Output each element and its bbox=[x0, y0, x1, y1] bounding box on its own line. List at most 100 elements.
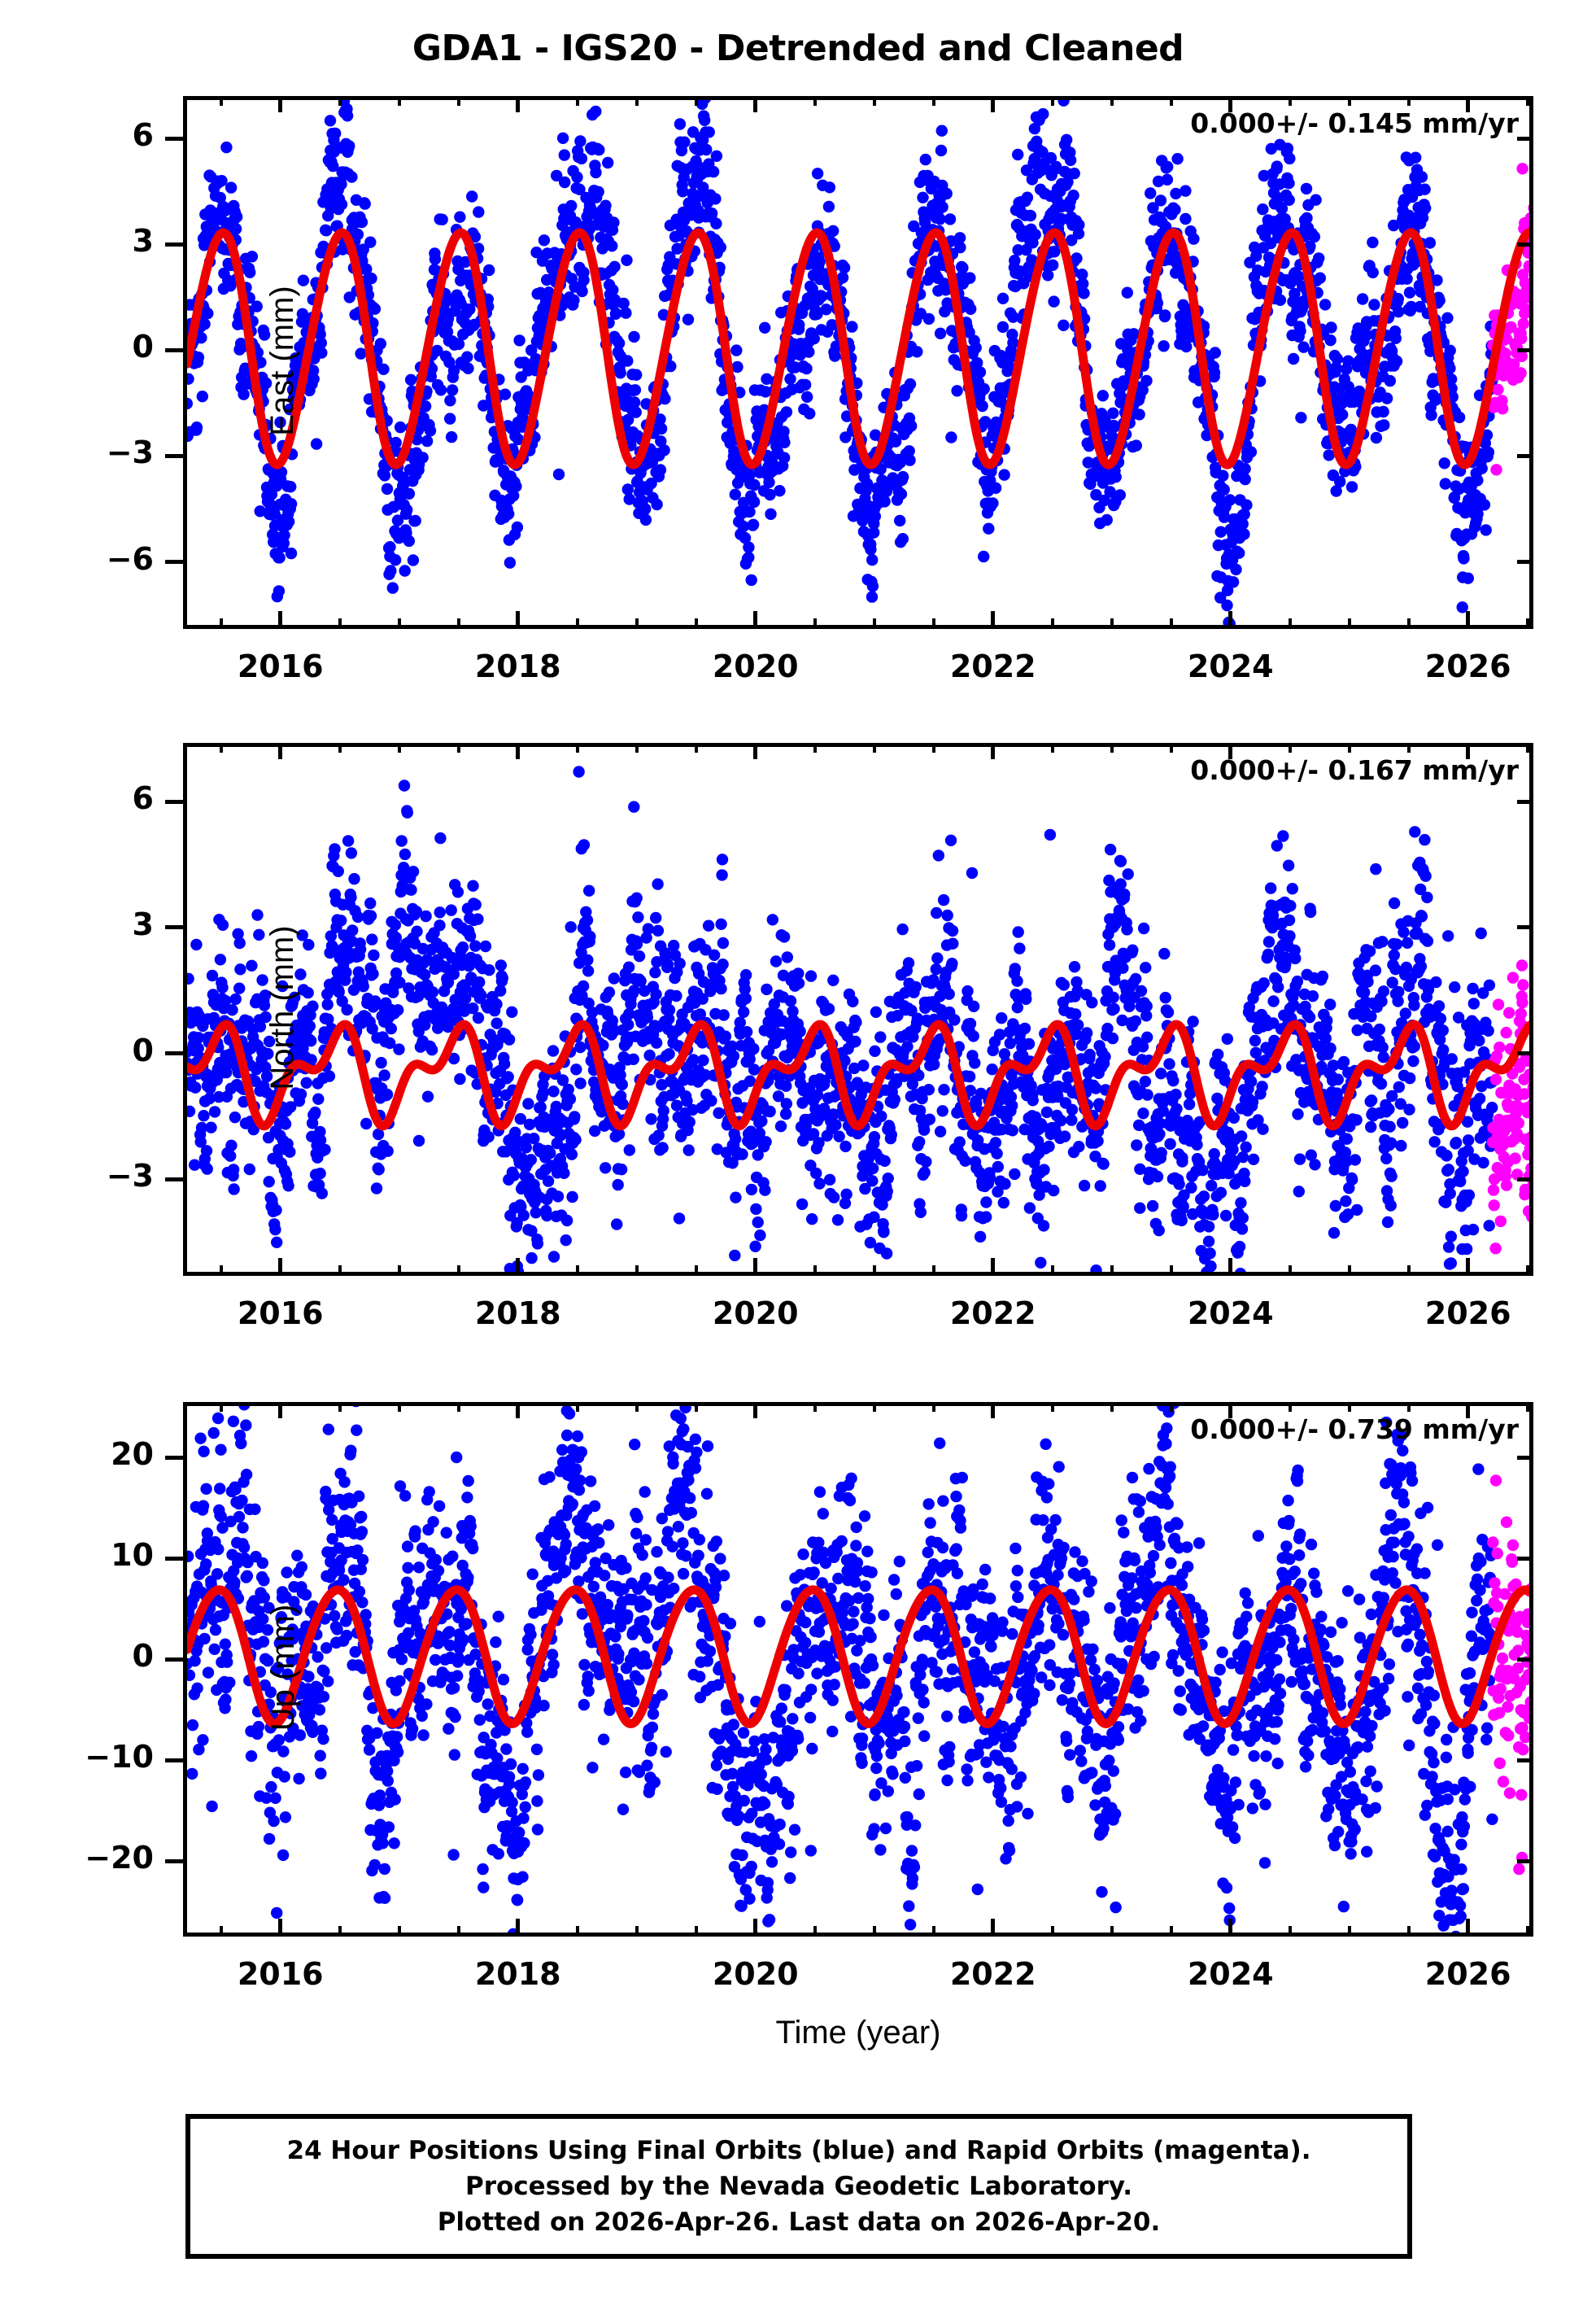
data-point bbox=[512, 433, 525, 446]
data-point bbox=[869, 1045, 881, 1057]
data-point bbox=[1236, 1212, 1249, 1224]
data-point bbox=[1480, 524, 1492, 536]
data-point bbox=[434, 384, 447, 396]
data-point bbox=[754, 1229, 766, 1242]
data-point bbox=[632, 911, 644, 924]
data-point bbox=[530, 247, 543, 259]
data-point bbox=[319, 1143, 331, 1156]
data-point bbox=[225, 1139, 238, 1151]
data-point bbox=[1258, 169, 1271, 182]
data-point bbox=[827, 974, 839, 986]
data-point bbox=[761, 983, 773, 996]
data-point bbox=[717, 937, 730, 950]
data-point bbox=[1071, 252, 1083, 264]
data-point bbox=[460, 255, 472, 269]
data-point bbox=[974, 366, 987, 378]
x-tick-top-east bbox=[1347, 96, 1351, 106]
data-point bbox=[1313, 252, 1325, 264]
data-point bbox=[1076, 269, 1088, 281]
data-point bbox=[461, 351, 473, 363]
data-point bbox=[347, 924, 359, 937]
data-point bbox=[1072, 228, 1085, 240]
page-title: GDA1 - IGS20 - Detrended and Cleaned bbox=[412, 28, 1184, 69]
data-point bbox=[866, 553, 879, 566]
data-point bbox=[702, 919, 715, 932]
data-point bbox=[307, 1000, 319, 1012]
data-point bbox=[922, 312, 935, 325]
data-point bbox=[1119, 888, 1131, 901]
data-point bbox=[749, 1240, 761, 1252]
data-point bbox=[569, 216, 582, 229]
y-tick-east bbox=[165, 242, 183, 247]
data-point bbox=[303, 1020, 316, 1033]
data-point bbox=[503, 1033, 516, 1046]
data-point bbox=[575, 152, 588, 165]
data-point bbox=[614, 367, 626, 379]
data-point bbox=[1274, 294, 1287, 306]
data-point bbox=[620, 307, 632, 319]
data-point bbox=[1283, 194, 1295, 206]
data-point bbox=[1177, 299, 1189, 311]
data-point bbox=[628, 985, 640, 997]
data-point bbox=[1330, 485, 1342, 497]
data-point bbox=[682, 313, 695, 325]
data-point bbox=[187, 373, 194, 385]
data-point bbox=[1086, 996, 1098, 1009]
data-point bbox=[373, 1164, 385, 1176]
data-point bbox=[678, 136, 691, 148]
data-point bbox=[491, 998, 503, 1011]
data-point bbox=[436, 213, 448, 225]
data-point bbox=[1068, 168, 1080, 180]
data-point bbox=[1114, 878, 1127, 890]
data-point bbox=[1006, 1125, 1018, 1137]
data-point bbox=[796, 1198, 809, 1211]
data-point bbox=[578, 274, 590, 286]
data-point bbox=[911, 346, 923, 358]
data-point bbox=[659, 393, 671, 405]
data-point bbox=[642, 923, 654, 935]
data-point bbox=[615, 1164, 628, 1176]
data-point bbox=[1114, 855, 1127, 867]
data-point bbox=[364, 910, 377, 922]
data-point bbox=[747, 518, 760, 531]
x-tick-minor-east bbox=[219, 618, 223, 629]
data-point bbox=[581, 914, 594, 927]
data-point bbox=[683, 1116, 696, 1129]
data-point bbox=[739, 992, 752, 1005]
data-point bbox=[1301, 212, 1313, 225]
data-point bbox=[651, 498, 663, 511]
data-point bbox=[1151, 1170, 1164, 1183]
data-point bbox=[616, 1078, 628, 1091]
data-point bbox=[1206, 1179, 1218, 1192]
data-point bbox=[948, 1014, 961, 1026]
data-point bbox=[874, 463, 887, 475]
data-point bbox=[300, 1077, 312, 1089]
data-point bbox=[1072, 1019, 1084, 1031]
data-point bbox=[967, 1030, 979, 1042]
data-point bbox=[978, 550, 990, 563]
data-point bbox=[840, 1188, 853, 1200]
data-point bbox=[568, 294, 580, 307]
data-point bbox=[953, 1136, 966, 1148]
data-point bbox=[1038, 1164, 1050, 1176]
data-point bbox=[918, 1124, 931, 1136]
x-tick-top-east bbox=[1406, 96, 1411, 106]
data-point bbox=[351, 228, 364, 241]
data-point bbox=[467, 880, 479, 892]
data-point bbox=[335, 199, 348, 211]
data-point bbox=[738, 1006, 750, 1018]
data-point bbox=[806, 282, 818, 295]
data-point bbox=[759, 386, 772, 398]
data-point bbox=[953, 232, 966, 244]
data-point bbox=[1392, 293, 1405, 305]
data-point bbox=[365, 273, 377, 285]
data-point bbox=[714, 241, 726, 254]
data-point bbox=[190, 938, 203, 951]
y-tick-label-east: 3 bbox=[132, 223, 154, 260]
x-tick-top-east bbox=[1169, 96, 1173, 106]
data-point bbox=[708, 949, 721, 961]
data-point bbox=[1516, 163, 1528, 175]
data-point bbox=[1127, 944, 1139, 956]
x-tick-major-east bbox=[753, 611, 758, 629]
x-tick-major-east bbox=[1228, 611, 1233, 629]
